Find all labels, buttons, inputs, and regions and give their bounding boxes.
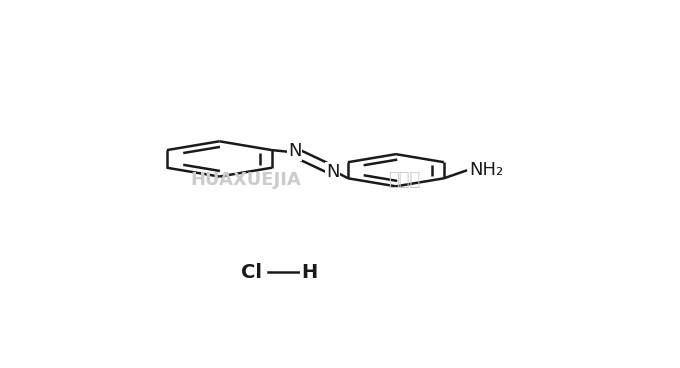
Text: 化学家: 化学家	[388, 171, 420, 189]
Text: N: N	[326, 163, 339, 181]
Text: NH₂: NH₂	[470, 161, 504, 179]
Text: Cl: Cl	[241, 263, 262, 282]
Text: N: N	[288, 142, 301, 160]
Text: HUAXUEJIA: HUAXUEJIA	[190, 171, 301, 189]
Text: H: H	[301, 263, 317, 282]
